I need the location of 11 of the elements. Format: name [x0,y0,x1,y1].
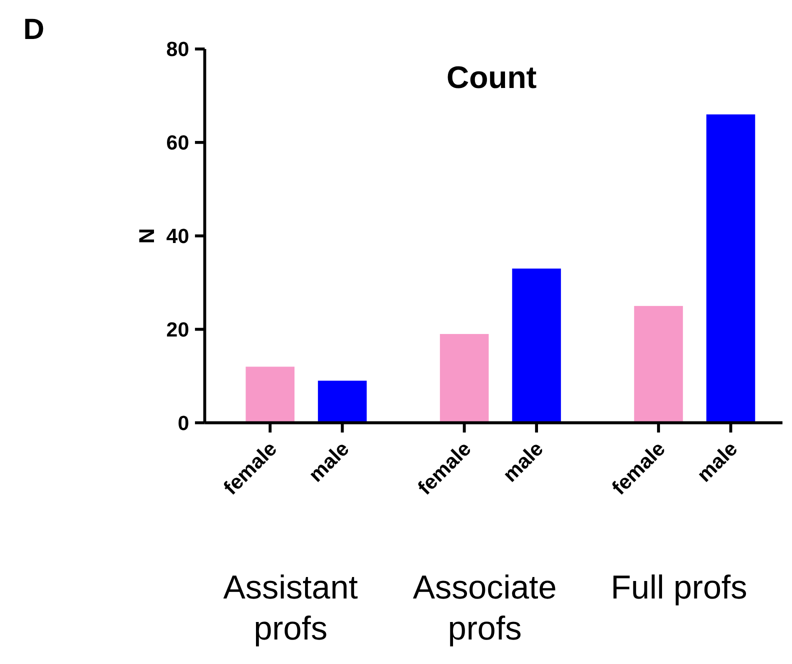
text: Full profs [610,569,748,606]
y-tick-label: 40 [166,225,190,248]
text: Associate profs [412,569,557,648]
text: Assistant profs [223,569,358,648]
y-tick-label: 20 [166,318,190,342]
chart-title: Count [446,60,538,96]
y-tick-label: 0 [178,412,190,435]
y-tick-label: 60 [166,132,190,155]
y-axis-title: N [134,228,159,244]
y-tick-label: 80 [166,38,190,62]
text: D [23,14,44,46]
